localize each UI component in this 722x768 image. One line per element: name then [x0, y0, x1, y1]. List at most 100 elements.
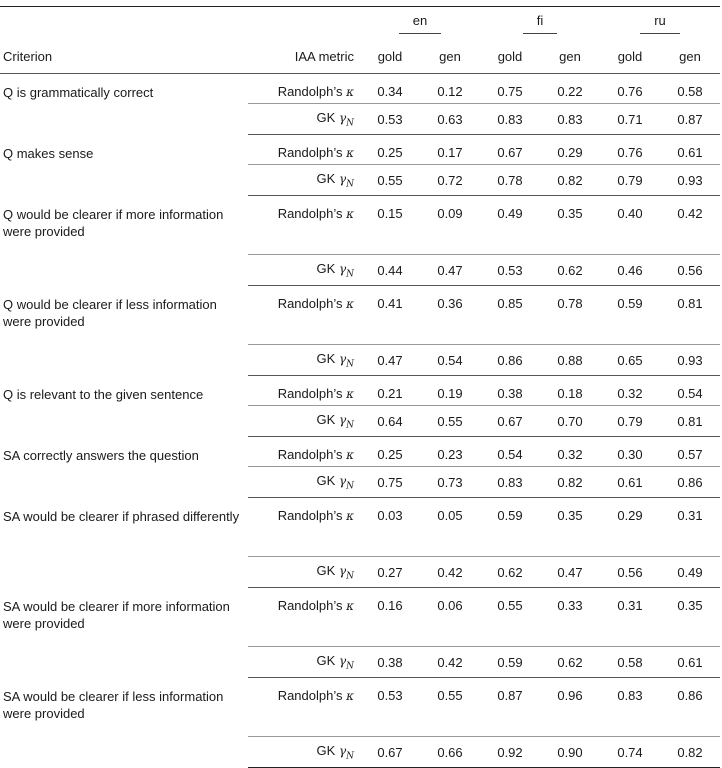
metric-gk-label: GK	[316, 109, 336, 125]
value-cell: 0.64	[360, 405, 420, 437]
metric-gk: GK γN	[248, 556, 360, 588]
value-cell: 0.09	[437, 206, 463, 221]
table-row: GK γN 0.27 0.42 0.62 0.47 0.56 0.49	[0, 556, 720, 588]
gamma-subscript: N	[346, 481, 354, 492]
value-cell: 0.67	[360, 736, 420, 768]
table-row: GK γN 0.55 0.72 0.78 0.82 0.79 0.93	[0, 164, 720, 196]
value-cell: 0.62	[540, 646, 600, 678]
value-cell: 0.73	[420, 466, 480, 498]
table-row: SA would be clearer if phrased different…	[0, 498, 720, 557]
value-cell: 0.25	[377, 145, 403, 160]
value-cell: 0.58	[600, 646, 660, 678]
ru-gen-header: gen	[679, 48, 701, 64]
fi-gold-header: gold	[497, 48, 523, 64]
column-header-row: Criterion IAA metric gold gen gold gen g…	[0, 39, 720, 74]
value-cell: 0.87	[660, 103, 720, 135]
kappa-symbol: κ	[346, 599, 354, 613]
value-cell: 0.62	[480, 556, 540, 588]
criterion-cell: Q is grammatically correct	[3, 85, 154, 100]
value-cell: 0.90	[540, 736, 600, 768]
value-cell: 0.62	[540, 254, 600, 286]
value-cell: 0.59	[617, 296, 643, 311]
value-cell: 0.65	[600, 344, 660, 376]
kappa-symbol: κ	[346, 689, 354, 703]
criterion-cell: SA would be clearer if less information …	[3, 688, 224, 721]
value-cell: 0.92	[480, 736, 540, 768]
metric-randolph-label: Randolph’s	[277, 688, 343, 703]
value-cell: 0.66	[420, 736, 480, 768]
iaa-table: en fi ru Criterion IAA metric gold gen g…	[0, 6, 720, 768]
value-cell: 0.17	[437, 145, 463, 160]
value-cell: 0.58	[677, 84, 703, 99]
metric-randolph-label: Randolph’s	[277, 508, 343, 523]
metric-randolph: Randolph’s κ	[248, 196, 360, 255]
gamma-subscript: N	[346, 179, 354, 190]
kappa-symbol: κ	[346, 387, 354, 401]
value-cell: 0.15	[377, 206, 403, 221]
metric-randolph-label: Randolph’s	[277, 598, 343, 613]
value-cell: 0.72	[420, 164, 480, 196]
value-cell: 0.47	[420, 254, 480, 286]
value-cell: 0.63	[420, 103, 480, 135]
value-cell: 0.55	[437, 688, 463, 703]
metric-randolph: Randolph’s κ	[248, 678, 360, 737]
metric-randolph: Randolph’s κ	[248, 376, 360, 406]
value-cell: 0.83	[480, 466, 540, 498]
value-cell: 0.32	[557, 447, 583, 462]
gamma-symbol: γ	[338, 653, 347, 668]
criterion-cell: Q would be clearer if less information w…	[3, 296, 217, 329]
value-cell: 0.70	[540, 405, 600, 437]
kappa-symbol: κ	[346, 85, 354, 99]
value-cell: 0.31	[617, 598, 643, 613]
metric-gk-label: GK	[316, 350, 336, 366]
criterion-cell: SA correctly answers the question	[3, 447, 199, 463]
metric-randolph: Randolph’s κ	[248, 286, 360, 345]
criterion-cell: SA would be clearer if phrased different…	[3, 508, 240, 524]
metric-gk: GK γN	[248, 344, 360, 376]
value-cell: 0.16	[377, 598, 403, 613]
metric-gk-label: GK	[316, 562, 336, 578]
gamma-symbol: γ	[338, 110, 347, 125]
gamma-subscript: N	[346, 661, 354, 672]
value-cell: 0.81	[660, 405, 720, 437]
table-row: GK γN 0.53 0.63 0.83 0.83 0.71 0.87	[0, 103, 720, 135]
value-cell: 0.53	[480, 254, 540, 286]
metric-gk: GK γN	[248, 254, 360, 286]
value-cell: 0.30	[617, 447, 643, 462]
gamma-subscript: N	[346, 420, 354, 431]
page: en fi ru Criterion IAA metric gold gen g…	[0, 6, 720, 768]
value-cell: 0.56	[600, 556, 660, 588]
metric-gk: GK γN	[248, 405, 360, 437]
metric-gk: GK γN	[248, 736, 360, 768]
value-cell: 0.41	[377, 296, 403, 311]
value-cell: 0.93	[660, 344, 720, 376]
value-cell: 0.59	[497, 508, 523, 523]
metric-gk-label: GK	[316, 170, 336, 186]
metric-gk: GK γN	[248, 466, 360, 498]
criterion-header: Criterion	[3, 48, 53, 64]
table-row: Q is relevant to the given sentence Rando…	[0, 376, 720, 406]
value-cell: 0.23	[437, 447, 463, 462]
table-row: SA correctly answers the question Randolp…	[0, 437, 720, 467]
value-cell: 0.83	[617, 688, 643, 703]
table-row: Q would be clearer if less information w…	[0, 286, 720, 345]
metric-gk: GK γN	[248, 164, 360, 196]
value-cell: 0.44	[360, 254, 420, 286]
value-cell: 0.40	[617, 206, 643, 221]
gamma-symbol: γ	[338, 563, 347, 578]
value-cell: 0.27	[360, 556, 420, 588]
value-cell: 0.18	[557, 386, 583, 401]
value-cell: 0.06	[437, 598, 463, 613]
value-cell: 0.38	[360, 646, 420, 678]
value-cell: 0.34	[377, 84, 403, 99]
en-gen-header: gen	[439, 48, 461, 64]
value-cell: 0.32	[617, 386, 643, 401]
ru-gold-header: gold	[617, 48, 643, 64]
value-cell: 0.12	[437, 84, 463, 99]
value-cell: 0.81	[677, 296, 703, 311]
value-cell: 0.78	[557, 296, 583, 311]
value-cell: 0.55	[360, 164, 420, 196]
value-cell: 0.67	[480, 405, 540, 437]
gamma-subscript: N	[346, 571, 354, 582]
gamma-symbol: γ	[338, 261, 347, 276]
